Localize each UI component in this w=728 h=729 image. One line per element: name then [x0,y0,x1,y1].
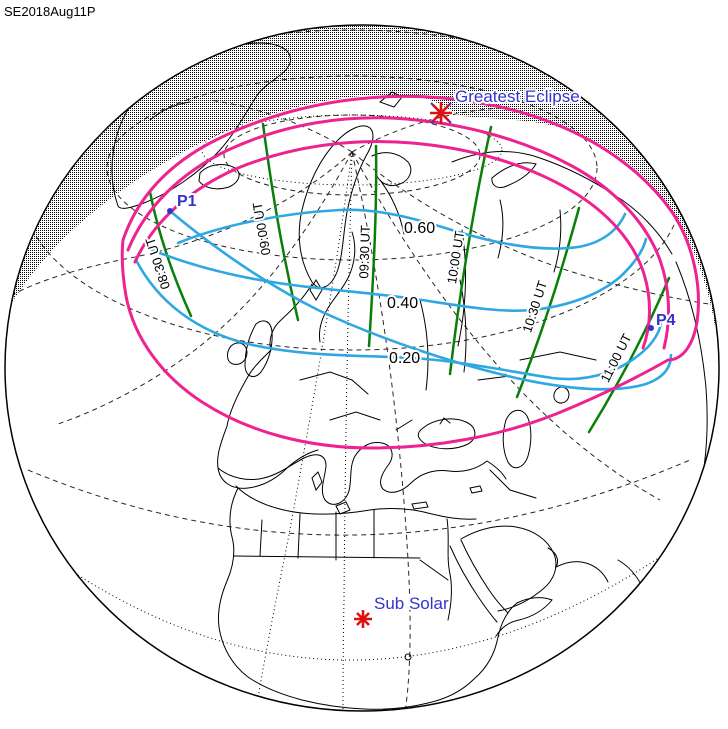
p4-label: P4 [656,312,676,329]
greatest-eclipse-marker: Greatest Eclipse [430,85,582,124]
p1-marker: P1 [167,191,199,214]
eclipse-limit-lines [120,94,700,450]
p4-marker: P4 [648,310,678,331]
sub-solar-label: Sub Solar [374,594,449,613]
sub-solar-asterisk-icon [354,610,372,628]
p4-point-icon [648,325,654,331]
globe-outline [4,24,720,712]
time-contour-1000 [448,125,493,376]
penumbral-limit-loop [120,94,700,450]
time-label-1100: 11:00 UT [597,331,634,385]
greatest-eclipse-asterisk-icon [430,102,452,124]
sunrise-sunset-curve-1 [126,116,670,350]
penumbra-edge-curve [168,209,673,391]
magnitude-contour-labels: 0.60 0.40 0.20 [385,218,437,369]
night-shading-region [6,25,717,338]
time-label-0930: 09:30 UT [356,225,373,279]
magnitude-040-curve [150,237,648,313]
time-label-0900: 09:00 UT [250,201,274,256]
sunrise-sunset-curve-2 [133,140,652,350]
p1-point-icon [167,208,173,214]
magnitude-contour-lines [134,208,673,391]
p1-label: P1 [177,193,197,210]
sub-solar-marker: Sub Solar [354,592,451,628]
greatest-eclipse-label: Greatest Eclipse [455,87,580,106]
time-contour-0930 [367,144,378,348]
page-title: SE2018Aug11P [4,4,96,19]
magnitude-label-040: 0.40 [387,295,418,312]
magnitude-020-curve [134,258,663,381]
magnitude-label-020: 0.20 [389,350,420,367]
time-contour-1030 [515,206,581,399]
time-contour-0830 [148,190,193,318]
magnitude-label-060: 0.60 [404,220,435,237]
time-contour-1100 [587,276,671,434]
time-label-1030: 10:30 UT [519,279,550,335]
magnitude-060-curve [176,208,627,250]
